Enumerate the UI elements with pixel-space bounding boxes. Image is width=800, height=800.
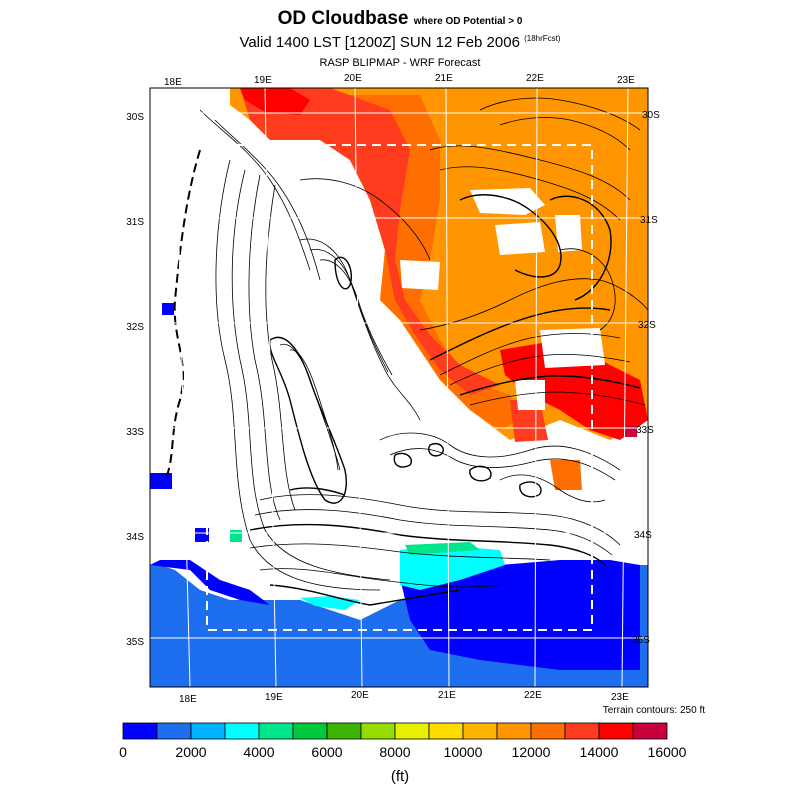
cyan-patch-coast [400,545,505,590]
colorbar-swatch-13 [564,722,600,740]
white-hole-4 [400,260,440,290]
colorbar-swatch-12 [530,722,566,740]
lon-label-bottom-23E: 23E [611,692,629,703]
lat-lon-labels: 18E 19E 20E 21E 22E 23E 18E 19E 20E 21E … [126,73,660,705]
colorbar-swatch-11 [496,722,532,740]
forecast-hours: (18hrFcst) [524,34,561,43]
gridline-lon-21E [445,87,450,688]
colorbar-tick-label: 8000 [379,744,411,760]
gridlines [150,87,648,688]
colorbar [122,722,668,740]
lon-label-bottom-19E: 19E [265,692,283,703]
colorbar-tick-labels: 0 2000 4000 6000 8000 10000 12000 14000 16000 [0,744,800,764]
colorbar-tick-label: 12000 [511,744,551,760]
colorbar-swatch-10 [462,722,498,740]
lon-label-top-19E: 19E [254,75,272,86]
gridline-lon-18E [174,87,191,688]
color-fill-layer [150,88,648,687]
lat-label-left-32S: 32S [126,322,144,333]
lon-label-top-22E: 22E [526,73,544,84]
colorbar-swatch-3 [224,722,260,740]
lat-label-left-31S: 31S [126,217,144,228]
lat-label-left-34S: 34S [126,532,144,543]
lat-label-left-35S: 35S [126,637,144,648]
colorbar-tick-label: 4000 [243,744,275,760]
deep-blue-patch-west [150,560,270,605]
lat-label-right-35S: 35S [632,635,650,646]
title-qualifier: where OD Potential > 0 [413,16,523,27]
colorbar-swatch-0 [122,722,158,740]
colorbar-swatch-7 [360,722,396,740]
lon-label-bottom-20E: 20E [351,690,369,701]
gridline-lon-19E [264,87,277,688]
orange-patch-southwest [510,400,548,442]
valid-time-text: Valid 1400 LST [1200Z] SUN 12 Feb 2006 [239,34,520,51]
blue-square-west [150,473,172,489]
colorbar-unit: (ft) [390,768,410,785]
terrain-contour-note: Terrain contours: 250 ft [602,705,705,716]
bright-red-patch-east [500,340,648,440]
lon-label-bottom-18E: 18E [179,694,197,705]
gridline-lon-23E [621,87,629,688]
terrain-contours [164,97,648,606]
colorbar-swatch-2 [190,722,226,740]
colorbar-swatch-15 [632,722,668,740]
colorbar-tick-label: 14000 [579,744,619,760]
green-patch-coast [405,542,480,555]
map-title: OD Cloudbase where OD Potential > 0 [0,8,800,30]
lat-label-right-31S: 31S [640,215,658,226]
title-main: OD Cloudbase [277,8,409,29]
gridline-lon-20E [354,87,363,688]
colorbar-tick-label: 10000 [443,744,483,760]
orange-patch-south [550,460,582,490]
lat-label-left-33S: 33S [126,427,144,438]
white-hole-5 [540,328,605,368]
lat-label-right-34S: 34S [634,530,652,541]
white-hole-6 [515,380,545,410]
lat-label-right-32S: 32S [638,320,656,331]
deep-blue-patch-south [400,560,640,670]
colorbar-tick-label: 6000 [311,744,343,760]
colorbar-swatch-4 [258,722,294,740]
colorbar-swatch-6 [326,722,362,740]
colorbar-swatch-8 [394,722,430,740]
blue-square-offshore [162,303,174,315]
lat-label-right-30S: 30S [642,110,660,121]
blue-square-coast [195,528,209,542]
colorbar-swatch-9 [428,722,464,740]
lon-label-top-20E: 20E [344,73,362,84]
plot-frame [149,87,649,688]
valid-time-line: Valid 1400 LST [1200Z] SUN 12 Feb 2006 (… [0,34,800,51]
colorbar-swatch-14 [598,722,634,740]
lon-label-bottom-21E: 21E [438,690,456,701]
white-hole-3 [555,215,582,252]
gridline-lon-22E [534,87,538,688]
colorbar-tick-label: 16000 [647,744,687,760]
bright-red-patch-north [240,88,310,115]
lat-label-left-30S: 30S [126,112,144,123]
green-square-west [230,530,242,542]
colorbar-tick-label: 0 [119,744,127,760]
lon-label-top-18E: 18E [164,77,182,88]
lon-label-top-23E: 23E [617,75,635,86]
lon-label-bottom-22E: 22E [524,690,542,701]
white-hole-2 [495,222,545,255]
lon-label-top-21E: 21E [435,73,453,84]
source-line: RASP BLIPMAP - WRF Forecast [319,57,481,69]
lat-label-right-33S: 33S [636,425,654,436]
colorbar-tick-label: 2000 [175,744,207,760]
colorbar-swatch-5 [292,722,328,740]
colorbar-swatch-1 [156,722,192,740]
coastline [164,149,201,481]
